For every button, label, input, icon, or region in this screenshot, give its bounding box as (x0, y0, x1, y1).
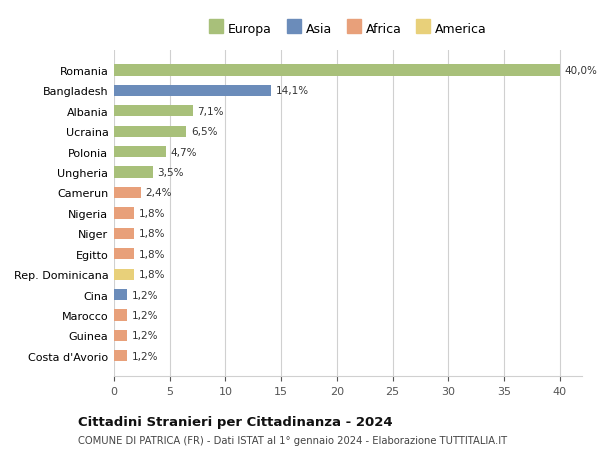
Bar (114, 330, 127, 341)
Bar (114, 249, 134, 260)
Legend: Europa, Asia, Africa, America: Europa, Asia, Africa, America (204, 17, 492, 40)
Bar (114, 126, 187, 138)
Text: 1,2%: 1,2% (132, 330, 158, 341)
Bar (114, 350, 127, 362)
Text: Cittadini Stranieri per Cittadinanza - 2024: Cittadini Stranieri per Cittadinanza - 2… (78, 415, 392, 428)
Bar (114, 269, 134, 280)
Bar (114, 289, 127, 301)
Bar (114, 147, 166, 158)
Text: 1,8%: 1,8% (139, 249, 165, 259)
Text: 1,8%: 1,8% (139, 269, 165, 280)
Text: 1,2%: 1,2% (132, 351, 158, 361)
Text: 7,1%: 7,1% (197, 106, 224, 117)
Text: 2,4%: 2,4% (145, 188, 172, 198)
Text: 4,7%: 4,7% (171, 147, 197, 157)
Bar (114, 310, 127, 321)
Bar (114, 208, 134, 219)
Bar (114, 106, 193, 117)
Bar (114, 86, 271, 97)
Text: 1,2%: 1,2% (132, 310, 158, 320)
Bar (114, 65, 560, 77)
Text: 1,8%: 1,8% (139, 208, 165, 218)
Bar (114, 167, 153, 178)
Text: 14,1%: 14,1% (275, 86, 308, 96)
Text: COMUNE DI PATRICA (FR) - Dati ISTAT al 1° gennaio 2024 - Elaborazione TUTTITALIA: COMUNE DI PATRICA (FR) - Dati ISTAT al 1… (78, 435, 507, 445)
Bar (114, 228, 134, 240)
Text: 6,5%: 6,5% (191, 127, 217, 137)
Text: 1,2%: 1,2% (132, 290, 158, 300)
Text: 1,8%: 1,8% (139, 229, 165, 239)
Text: 3,5%: 3,5% (157, 168, 184, 178)
Text: 40,0%: 40,0% (564, 66, 597, 76)
Bar (114, 187, 141, 199)
